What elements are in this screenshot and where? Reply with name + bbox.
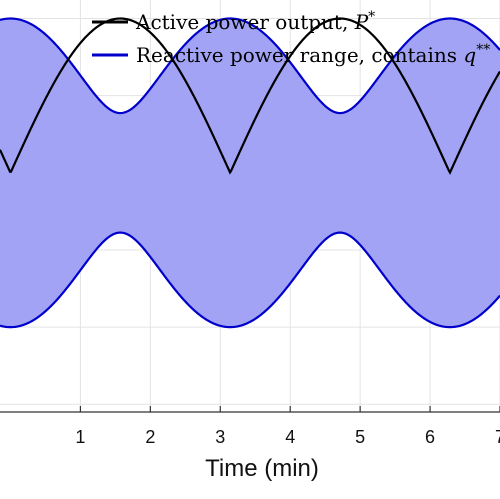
x-tick-label-1: 1	[75, 427, 85, 447]
active-power-line	[0, 17, 500, 175]
legend-label-active-power: Active power output, P*	[135, 9, 375, 34]
x-tick-label-4: 4	[285, 427, 295, 447]
x-tick-label-7: 7	[495, 427, 500, 447]
active-power-curve	[0, 17, 500, 175]
x-axis	[0, 406, 500, 413]
reactive-power-band-fill	[0, 18, 500, 328]
x-tick-labels: 1 2 3 4 5 6 7	[75, 427, 500, 447]
reactive-power-band	[0, 17, 500, 329]
legend-label-reactive-power: Reactive power range, contains q**	[136, 42, 490, 67]
reactive-power-upper-bound	[0, 17, 500, 115]
x-tick-label-3: 3	[215, 427, 225, 447]
x-tick-label-2: 2	[145, 427, 155, 447]
reactive-power-lower-bound	[0, 231, 500, 329]
x-tick-label-6: 6	[425, 427, 435, 447]
x-tick-label-5: 5	[355, 427, 365, 447]
x-axis-title: Time (min)	[205, 455, 319, 482]
legend: Active power output, P* Reactive power r…	[92, 9, 490, 67]
